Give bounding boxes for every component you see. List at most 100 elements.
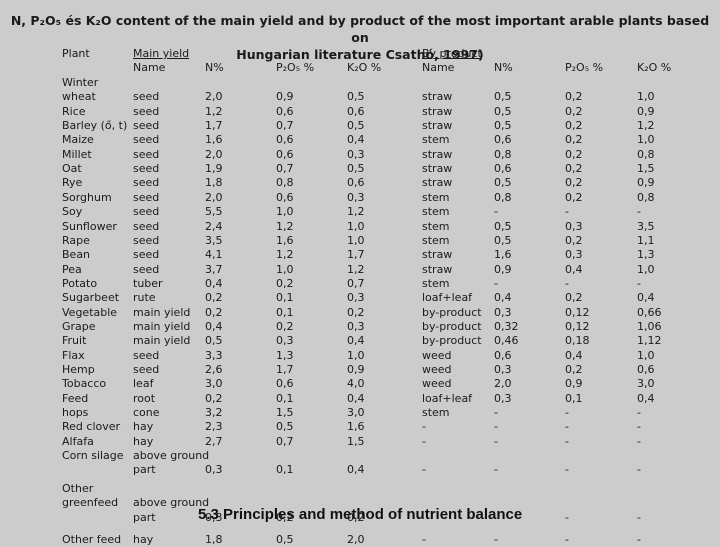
- cell-main-k: 1,2: [347, 262, 365, 276]
- cell-by-p: -: [565, 276, 569, 290]
- cell-by-k: 3,0: [637, 377, 655, 391]
- cell-plant: Rice: [62, 104, 86, 118]
- cell-main-n: 1,9: [205, 162, 223, 176]
- cell-main-name: seed: [133, 104, 160, 118]
- cell-by-name: stem: [422, 190, 450, 204]
- cell-main-n: 0,3: [205, 510, 223, 524]
- cell-by-n: 0,5: [494, 104, 512, 118]
- cell-main-name: above ground: [133, 496, 210, 510]
- cell-by-p: 0,2: [565, 233, 583, 247]
- cell-main-k: 0,6: [347, 176, 365, 190]
- cell-by-name: loaf+leaf: [422, 391, 473, 405]
- cell-by-name: by-product: [422, 334, 482, 348]
- cell-plant: Grape: [62, 319, 96, 333]
- header-by-k: K₂O %: [637, 61, 672, 74]
- cell-by-n: 0,6: [494, 133, 512, 147]
- cell-main-name: seed: [133, 119, 160, 133]
- cell-main-k: 1,0: [347, 348, 365, 362]
- cell-by-n: 0,9: [494, 262, 512, 276]
- cell-main-p: 0,6: [276, 104, 294, 118]
- cell-by-p: -: [565, 532, 569, 546]
- cell-by-n: -: [494, 434, 498, 448]
- cell-main-p: 0,3: [276, 334, 294, 348]
- cell-plant: Soy: [62, 205, 83, 219]
- cell-by-n: 0,8: [494, 190, 512, 204]
- cell-by-name: straw: [422, 147, 453, 161]
- cell-main-p: 0,2: [276, 510, 294, 524]
- cell-by-n: 0,5: [494, 219, 512, 233]
- cell-by-n: -: [494, 420, 498, 434]
- cell-plant: Barley (ő, t): [62, 119, 128, 133]
- header-by-n: N%: [494, 61, 513, 74]
- cell-main-p: 0,9: [276, 90, 294, 104]
- cell-main-n: 2,0: [205, 190, 223, 204]
- cell-main-k: 0,4: [347, 391, 365, 405]
- cell-by-k: 0,66: [637, 305, 662, 319]
- cell-main-name: seed: [133, 219, 160, 233]
- cell-main-name: seed: [133, 233, 160, 247]
- cell-main-n: 3,0: [205, 377, 223, 391]
- cell-by-n: 0,5: [494, 233, 512, 247]
- cell-main-n: 0,2: [205, 291, 223, 305]
- cell-plant: Millet: [62, 147, 92, 161]
- cell-by-k: 0,9: [637, 176, 655, 190]
- cell-by-name: loaf+leaf: [422, 291, 473, 305]
- cell-main-n: 2,0: [205, 147, 223, 161]
- cell-by-name: stem: [422, 406, 450, 420]
- cell-main-name: leaf: [133, 377, 154, 391]
- cell-by-n: 0,5: [494, 119, 512, 133]
- cell-by-p: 0,2: [565, 162, 583, 176]
- cell-by-k: -: [637, 510, 641, 524]
- cell-plant: Winter: [62, 76, 99, 89]
- cell-main-k: 0,4: [347, 133, 365, 147]
- cell-by-name: -: [422, 420, 426, 434]
- cell-main-p: 1,7: [276, 363, 294, 376]
- cell-by-p: 0,12: [565, 305, 590, 319]
- cell-main-name: hay: [133, 420, 154, 434]
- cell-plant: Sugarbeet: [62, 291, 120, 305]
- cell-plant: Oat: [62, 162, 82, 176]
- cell-by-name: by-product: [422, 319, 482, 333]
- cell-by-p: 0,3: [565, 219, 583, 233]
- cell-main-p: 1,3: [276, 348, 294, 362]
- cell-main-k: 0,3: [347, 190, 365, 204]
- cell-main-n: 3,3: [205, 348, 223, 362]
- cell-by-p: 0,2: [565, 133, 583, 147]
- cell-main-p: 1,2: [276, 248, 294, 262]
- cell-main-p: 0,7: [276, 434, 294, 448]
- cell-main-name: root: [133, 391, 156, 405]
- cell-main-name: hay: [133, 434, 154, 448]
- cell-by-p: 0,2: [565, 363, 583, 376]
- cell-by-name: straw: [422, 248, 453, 262]
- cell-by-k: 1,2: [637, 119, 655, 133]
- cell-by-k: 0,8: [637, 190, 655, 204]
- cell-main-k: 0,7: [347, 276, 365, 290]
- cell-main-k: 0,4: [347, 463, 365, 477]
- cell-main-name: seed: [133, 162, 160, 176]
- cell-main-k: 3,0: [347, 406, 365, 420]
- cell-plant: Potato: [62, 276, 98, 290]
- cell-plant: Corn silage: [62, 449, 124, 463]
- cell-plant: Rape: [62, 233, 90, 247]
- cell-main-k: 1,2: [347, 205, 365, 219]
- cell-by-p: 0,3: [565, 248, 583, 262]
- cell-by-p: 0,2: [565, 291, 583, 305]
- cell-main-n: 0,2: [205, 391, 223, 405]
- cell-plant: Bean: [62, 248, 91, 262]
- cell-by-p: -: [565, 463, 569, 477]
- cell-by-k: 1,0: [637, 348, 655, 362]
- cell-main-k: 0,5: [347, 119, 365, 133]
- cell-main-p: 0,6: [276, 133, 294, 147]
- cell-by-p: -: [565, 205, 569, 219]
- cell-main-k: 0,6: [347, 104, 365, 118]
- cell-by-p: 0,4: [565, 348, 583, 362]
- cell-by-name: weed: [422, 377, 452, 391]
- cell-main-p: 1,5: [276, 406, 294, 420]
- cell-by-k: -: [637, 406, 641, 420]
- cell-by-k: -: [637, 205, 641, 219]
- cell-main-k: 0,4: [347, 334, 365, 348]
- cell-by-p: 0,2: [565, 119, 583, 133]
- cell-by-n: 0,3: [494, 363, 512, 376]
- cell-main-name: seed: [133, 248, 160, 262]
- cell-main-name: tuber: [133, 276, 163, 290]
